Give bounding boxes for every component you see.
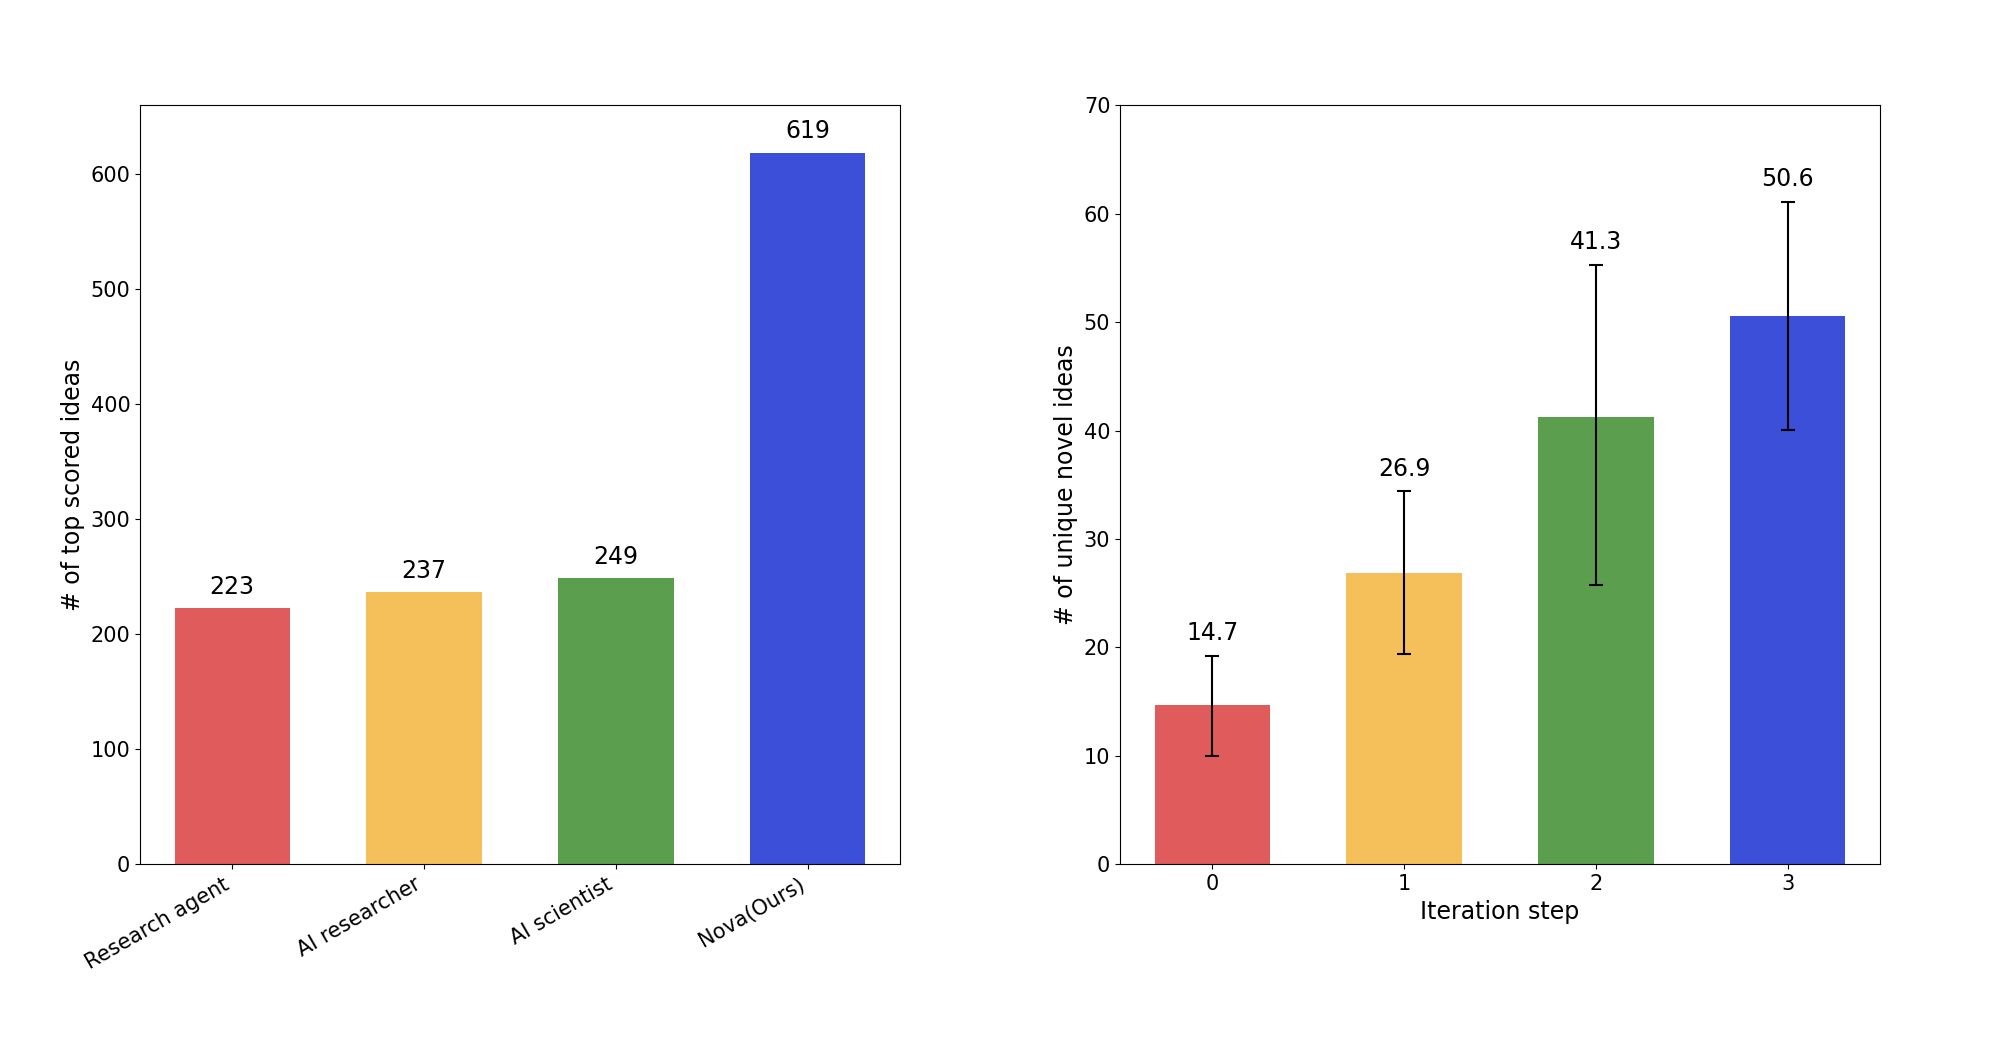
- Text: 14.7: 14.7: [1186, 621, 1238, 645]
- Bar: [174, 608, 290, 864]
- Text: 41.3: 41.3: [1570, 230, 1622, 254]
- Bar: [366, 591, 482, 864]
- Bar: [1730, 316, 1846, 864]
- Text: 249: 249: [594, 545, 638, 569]
- Text: 619: 619: [786, 119, 830, 143]
- X-axis label: Iteration step: Iteration step: [1420, 899, 1580, 923]
- Bar: [558, 578, 674, 864]
- Text: 50.6: 50.6: [1762, 167, 1814, 191]
- Y-axis label: # of unique novel ideas: # of unique novel ideas: [1054, 345, 1078, 625]
- Bar: [750, 153, 866, 864]
- Text: 223: 223: [210, 574, 254, 599]
- Bar: [1538, 416, 1654, 864]
- Y-axis label: # of top scored ideas: # of top scored ideas: [60, 358, 84, 611]
- Bar: [1154, 705, 1270, 864]
- Text: 26.9: 26.9: [1378, 456, 1430, 481]
- Text: 237: 237: [402, 559, 446, 583]
- Bar: [1346, 572, 1462, 864]
